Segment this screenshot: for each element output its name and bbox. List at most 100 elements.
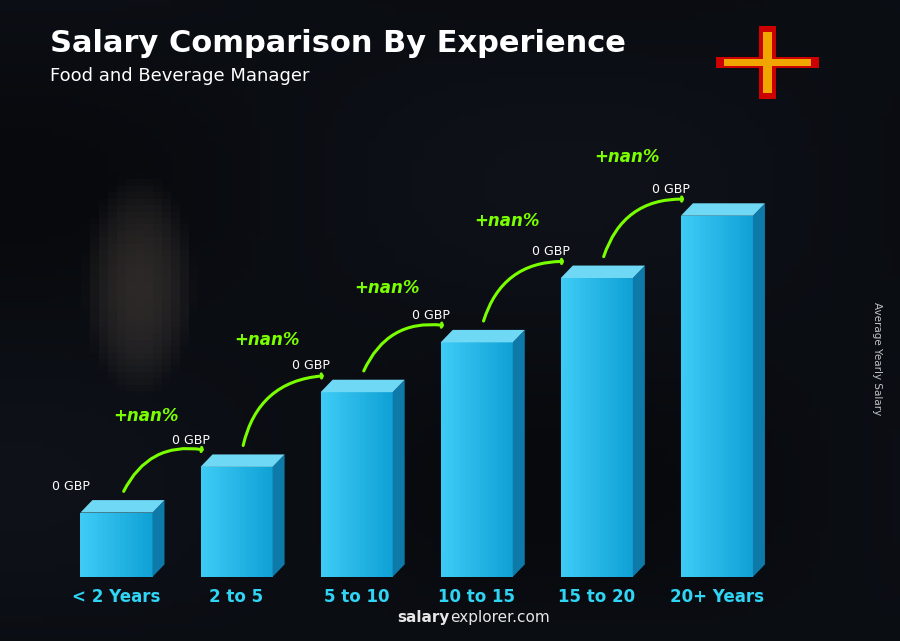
Bar [618, 278, 622, 577]
Bar [452, 342, 455, 577]
Bar [385, 392, 389, 577]
Bar [109, 513, 113, 577]
Bar [721, 216, 725, 577]
Bar [564, 278, 568, 577]
Bar [470, 342, 473, 577]
Bar [320, 392, 324, 577]
Bar [739, 216, 742, 577]
Text: +nan%: +nan% [113, 408, 179, 426]
Bar [481, 342, 484, 577]
Bar [597, 278, 600, 577]
Bar [604, 278, 608, 577]
Bar [586, 278, 590, 577]
Bar [710, 216, 714, 577]
Text: 0 GBP: 0 GBP [652, 183, 690, 196]
Bar [346, 392, 349, 577]
Bar [491, 342, 495, 577]
Bar [116, 513, 121, 577]
Bar [445, 342, 448, 577]
Bar [696, 216, 699, 577]
Bar [338, 392, 342, 577]
Bar [204, 467, 208, 577]
Bar [80, 513, 84, 577]
Bar [237, 467, 240, 577]
Bar [692, 216, 696, 577]
Text: Salary Comparison By Experience: Salary Comparison By Experience [50, 29, 625, 58]
Bar [84, 513, 87, 577]
Bar [724, 59, 811, 66]
Bar [120, 513, 124, 577]
Bar [201, 467, 204, 577]
Bar [371, 392, 374, 577]
Bar [212, 467, 215, 577]
Bar [262, 467, 266, 577]
Bar [360, 392, 364, 577]
Bar [706, 216, 710, 577]
Bar [724, 216, 728, 577]
Polygon shape [633, 265, 645, 577]
Bar [382, 392, 385, 577]
Bar [94, 513, 99, 577]
Bar [356, 392, 360, 577]
Bar [593, 278, 597, 577]
Bar [364, 392, 367, 577]
Bar [495, 342, 499, 577]
Bar [509, 342, 513, 577]
Bar [714, 216, 717, 577]
Bar [600, 278, 604, 577]
Bar [590, 278, 593, 577]
Bar [459, 342, 463, 577]
Bar [127, 513, 131, 577]
Text: 0 GBP: 0 GBP [172, 434, 210, 447]
Bar [222, 467, 226, 577]
Bar [251, 467, 255, 577]
Bar [230, 467, 233, 577]
Bar [572, 278, 575, 577]
Bar [226, 467, 230, 577]
Bar [685, 216, 688, 577]
Bar [716, 56, 819, 69]
Polygon shape [681, 203, 765, 216]
Text: 0 GBP: 0 GBP [532, 245, 570, 258]
Polygon shape [320, 379, 405, 392]
Bar [349, 392, 353, 577]
Polygon shape [201, 454, 284, 467]
Bar [324, 392, 328, 577]
Bar [502, 342, 506, 577]
Bar [626, 278, 629, 577]
Text: explorer.com: explorer.com [450, 610, 550, 625]
Bar [728, 216, 732, 577]
Bar [477, 342, 481, 577]
Text: 0 GBP: 0 GBP [292, 359, 330, 372]
Text: salary: salary [398, 610, 450, 625]
Text: Food and Beverage Manager: Food and Beverage Manager [50, 67, 309, 85]
Bar [215, 467, 219, 577]
Bar [335, 392, 338, 577]
Polygon shape [273, 454, 284, 577]
Bar [463, 342, 466, 577]
Bar [688, 216, 692, 577]
Bar [579, 278, 582, 577]
Text: +nan%: +nan% [234, 331, 300, 349]
Polygon shape [753, 203, 765, 577]
Bar [258, 467, 262, 577]
Bar [582, 278, 586, 577]
Bar [575, 278, 579, 577]
Bar [331, 392, 335, 577]
Bar [742, 216, 746, 577]
Bar [473, 342, 477, 577]
Bar [608, 278, 611, 577]
Bar [378, 392, 382, 577]
Bar [145, 513, 149, 577]
Bar [112, 513, 117, 577]
Polygon shape [513, 330, 525, 577]
Bar [759, 26, 776, 99]
Bar [746, 216, 750, 577]
Bar [141, 513, 146, 577]
Bar [138, 513, 142, 577]
Bar [105, 513, 110, 577]
Bar [244, 467, 248, 577]
Bar [148, 513, 153, 577]
Bar [762, 31, 772, 94]
Bar [466, 342, 470, 577]
